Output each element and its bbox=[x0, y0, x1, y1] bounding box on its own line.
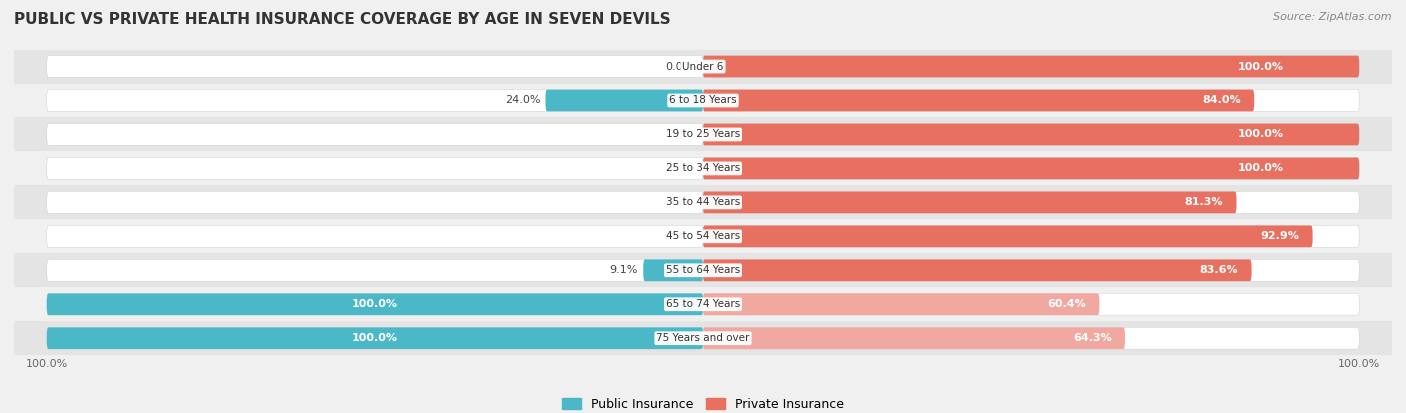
FancyBboxPatch shape bbox=[703, 225, 1360, 247]
Text: PUBLIC VS PRIVATE HEALTH INSURANCE COVERAGE BY AGE IN SEVEN DEVILS: PUBLIC VS PRIVATE HEALTH INSURANCE COVER… bbox=[14, 12, 671, 27]
Text: 9.1%: 9.1% bbox=[610, 265, 638, 275]
Bar bbox=[14, 152, 1392, 185]
FancyBboxPatch shape bbox=[703, 259, 1251, 281]
Text: 0.0%: 0.0% bbox=[665, 129, 693, 140]
Bar bbox=[14, 287, 1392, 321]
FancyBboxPatch shape bbox=[46, 123, 703, 145]
Text: 0.0%: 0.0% bbox=[665, 197, 693, 207]
FancyBboxPatch shape bbox=[703, 157, 1360, 179]
Text: 25 to 34 Years: 25 to 34 Years bbox=[666, 164, 740, 173]
Text: 6 to 18 Years: 6 to 18 Years bbox=[669, 95, 737, 105]
FancyBboxPatch shape bbox=[46, 293, 703, 315]
Text: 100.0%: 100.0% bbox=[1237, 164, 1284, 173]
FancyBboxPatch shape bbox=[703, 157, 1360, 179]
Bar bbox=[14, 117, 1392, 152]
Bar bbox=[14, 219, 1392, 253]
FancyBboxPatch shape bbox=[703, 192, 1360, 213]
Bar bbox=[14, 321, 1392, 355]
Legend: Public Insurance, Private Insurance: Public Insurance, Private Insurance bbox=[557, 393, 849, 413]
Text: 24.0%: 24.0% bbox=[505, 95, 540, 105]
Text: 100.0%: 100.0% bbox=[352, 299, 398, 309]
Text: 81.3%: 81.3% bbox=[1185, 197, 1223, 207]
Text: 0.0%: 0.0% bbox=[665, 231, 693, 241]
FancyBboxPatch shape bbox=[46, 157, 703, 179]
Text: 64.3%: 64.3% bbox=[1073, 333, 1112, 343]
Text: 35 to 44 Years: 35 to 44 Years bbox=[666, 197, 740, 207]
FancyBboxPatch shape bbox=[703, 56, 1360, 77]
Text: 100.0%: 100.0% bbox=[352, 333, 398, 343]
Text: Source: ZipAtlas.com: Source: ZipAtlas.com bbox=[1274, 12, 1392, 22]
Text: 84.0%: 84.0% bbox=[1202, 95, 1241, 105]
Text: 83.6%: 83.6% bbox=[1199, 265, 1239, 275]
Text: 19 to 25 Years: 19 to 25 Years bbox=[666, 129, 740, 140]
FancyBboxPatch shape bbox=[703, 90, 1254, 112]
FancyBboxPatch shape bbox=[703, 123, 1360, 145]
Bar bbox=[14, 83, 1392, 117]
Text: 75 Years and over: 75 Years and over bbox=[657, 333, 749, 343]
Bar bbox=[14, 50, 1392, 83]
FancyBboxPatch shape bbox=[546, 90, 703, 112]
FancyBboxPatch shape bbox=[46, 192, 703, 213]
FancyBboxPatch shape bbox=[46, 259, 703, 281]
FancyBboxPatch shape bbox=[703, 225, 1313, 247]
FancyBboxPatch shape bbox=[703, 293, 1099, 315]
Bar bbox=[14, 185, 1392, 219]
Bar bbox=[14, 253, 1392, 287]
FancyBboxPatch shape bbox=[46, 328, 703, 349]
Text: Under 6: Under 6 bbox=[682, 62, 724, 71]
FancyBboxPatch shape bbox=[46, 293, 703, 315]
FancyBboxPatch shape bbox=[46, 225, 703, 247]
Text: 55 to 64 Years: 55 to 64 Years bbox=[666, 265, 740, 275]
FancyBboxPatch shape bbox=[46, 90, 703, 112]
FancyBboxPatch shape bbox=[643, 259, 703, 281]
FancyBboxPatch shape bbox=[703, 56, 1360, 77]
Text: 100.0%: 100.0% bbox=[1237, 62, 1284, 71]
FancyBboxPatch shape bbox=[703, 293, 1360, 315]
FancyBboxPatch shape bbox=[703, 123, 1360, 145]
FancyBboxPatch shape bbox=[703, 328, 1125, 349]
FancyBboxPatch shape bbox=[703, 259, 1360, 281]
Text: 0.0%: 0.0% bbox=[665, 62, 693, 71]
Text: 45 to 54 Years: 45 to 54 Years bbox=[666, 231, 740, 241]
FancyBboxPatch shape bbox=[46, 56, 703, 77]
Text: 0.0%: 0.0% bbox=[665, 164, 693, 173]
Text: 60.4%: 60.4% bbox=[1047, 299, 1087, 309]
Text: 100.0%: 100.0% bbox=[1237, 129, 1284, 140]
FancyBboxPatch shape bbox=[46, 328, 703, 349]
FancyBboxPatch shape bbox=[703, 328, 1360, 349]
Text: 65 to 74 Years: 65 to 74 Years bbox=[666, 299, 740, 309]
FancyBboxPatch shape bbox=[703, 192, 1236, 213]
Text: 92.9%: 92.9% bbox=[1261, 231, 1299, 241]
FancyBboxPatch shape bbox=[703, 90, 1360, 112]
